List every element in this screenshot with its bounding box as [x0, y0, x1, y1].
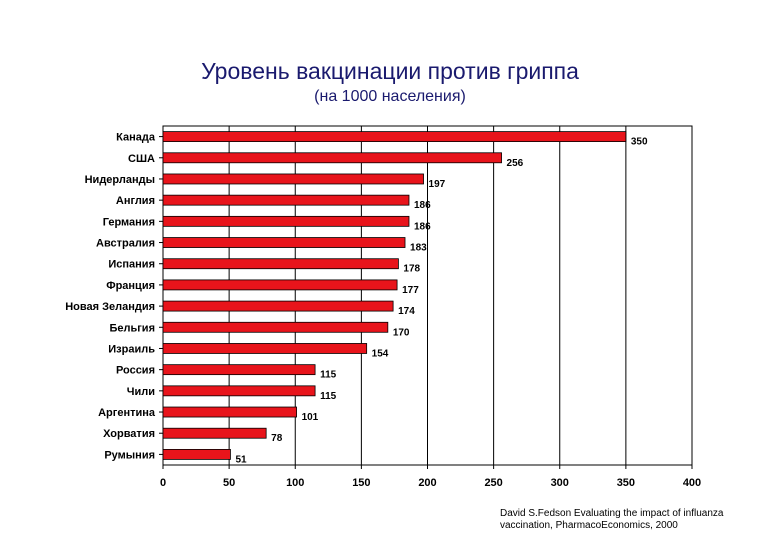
bar: [162, 321, 389, 333]
value-label: 183: [410, 243, 427, 254]
bar: [162, 237, 406, 248]
value-label: 197: [429, 179, 446, 190]
x-tick-label: 400: [683, 477, 701, 489]
bar: [162, 215, 410, 227]
x-tick-label: 300: [551, 477, 569, 489]
value-label: 51: [235, 454, 247, 465]
category-label: Австралия: [96, 238, 155, 250]
bar: [162, 300, 394, 312]
category-label: Бельгия: [109, 322, 155, 334]
category-label: Хорватия: [103, 428, 155, 440]
chart-title: Уровень вакцинации против гриппа: [201, 58, 579, 84]
value-label: 170: [393, 327, 410, 338]
value-label: 186: [414, 221, 431, 232]
bar: [162, 449, 231, 460]
value-label: 115: [320, 391, 337, 402]
category-label: Франция: [106, 280, 155, 292]
category-label: Германия: [103, 216, 155, 228]
x-tick-label: 100: [286, 477, 304, 489]
bar: [162, 173, 424, 185]
bar: [162, 131, 627, 142]
axes: 0 50 100 150 200 250 300 350 400 Канада США Нидерла…: [65, 132, 701, 489]
category-label: Испания: [108, 259, 155, 271]
value-label: 177: [402, 285, 419, 296]
source-note: David S.Fedson Evaluating the impact of …: [500, 508, 770, 532]
source-line-1: David S.Fedson Evaluating the impact of …: [500, 508, 724, 519]
value-label: 101: [302, 412, 319, 423]
bar: [162, 152, 502, 164]
category-label: Англия: [116, 195, 155, 207]
value-label: 154: [372, 348, 389, 359]
value-label: 78: [271, 433, 283, 444]
category-label: Чили: [127, 386, 155, 398]
bar: [162, 385, 316, 397]
value-label: 178: [403, 264, 420, 275]
bar: [162, 258, 399, 270]
category-label: Новая Зеландия: [65, 301, 155, 313]
bar: [162, 194, 410, 206]
bar: [162, 364, 316, 376]
category-label: Румыния: [104, 449, 155, 461]
bar: [162, 279, 398, 291]
chart-subtitle: (на 1000 населения): [314, 88, 466, 105]
category-label: Аргентина: [98, 407, 156, 419]
category-label: Россия: [116, 365, 155, 377]
value-label: 115: [320, 370, 337, 381]
category-label: США: [128, 153, 155, 165]
value-label: 350: [631, 137, 648, 148]
x-tick-label: 250: [484, 477, 502, 489]
bar: [162, 406, 297, 418]
bar: [162, 427, 267, 439]
category-label: Израиль: [108, 343, 155, 355]
value-label: 186: [414, 200, 431, 211]
value-label: 174: [398, 306, 415, 317]
x-tick-label: 350: [617, 477, 635, 489]
value-label: 256: [507, 158, 524, 169]
source-line-2: vaccination, PharmacoEconomics, 2000: [500, 520, 678, 531]
x-tick-label: 50: [223, 477, 235, 489]
bar: [162, 343, 368, 354]
x-tick-label: 200: [418, 477, 436, 489]
bars: 3502561971861861831781771741701541151151…: [162, 131, 648, 465]
x-tick-label: 150: [352, 477, 370, 489]
category-label: Нидерланды: [85, 174, 155, 186]
category-label: Канада: [116, 132, 156, 144]
x-tick-label: 0: [160, 477, 166, 489]
